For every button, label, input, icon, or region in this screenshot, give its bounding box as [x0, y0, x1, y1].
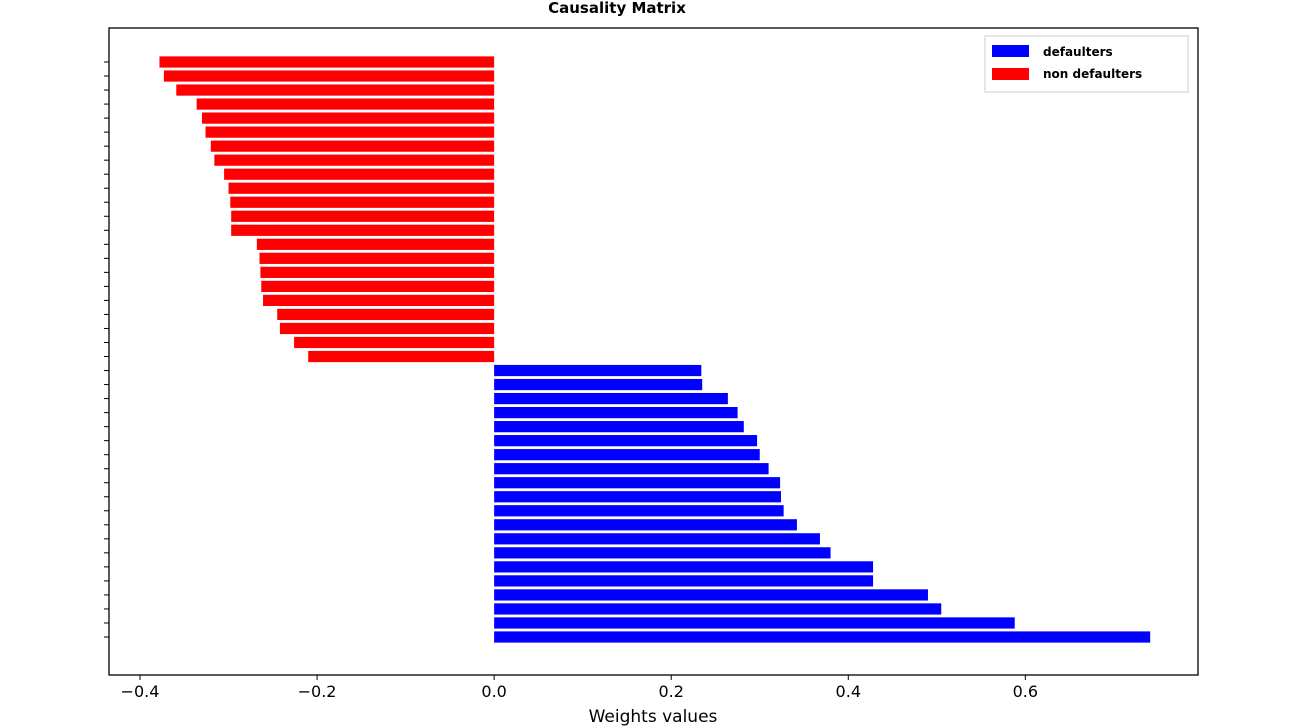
bar-non-defaulters-21 — [163, 70, 495, 82]
bar-defaulters-10 — [494, 505, 784, 517]
bar-defaulters-20 — [494, 364, 702, 377]
y-ticks-group — [104, 61, 109, 638]
bar-non-defaulters-13 — [228, 182, 495, 194]
bar-defaulters-12 — [494, 477, 781, 489]
bar-non-defaulters-3 — [279, 322, 495, 335]
bar-defaulters-17 — [494, 407, 738, 419]
bar-defaulters-6 — [494, 561, 874, 573]
bar-non-defaulters-7 — [260, 266, 495, 278]
legend-label-defaulters: defaulters — [1043, 45, 1113, 59]
legend-label-non-defaulters: non defaulters — [1043, 67, 1142, 81]
bar-non-defaulters-17 — [205, 126, 495, 138]
x-tick-label: 0.0 — [481, 682, 506, 701]
bar-non-defaulters-14 — [224, 168, 495, 180]
bar-non-defaulters-4 — [277, 308, 495, 321]
bar-non-defaulters-12 — [230, 196, 495, 208]
bar-defaulters-19 — [494, 378, 703, 391]
bar-defaulters-7 — [494, 547, 831, 559]
x-tick-label: −0.2 — [298, 682, 337, 701]
bar-non-defaulters-8 — [259, 252, 495, 264]
bar-non-defaulters-6 — [261, 280, 495, 292]
x-tick-label: −0.4 — [121, 682, 160, 701]
bar-defaulters-8 — [494, 533, 820, 545]
bar-non-defaulters-2 — [294, 336, 495, 349]
bar-defaulters-14 — [494, 449, 760, 461]
bar-defaulters-15 — [494, 435, 758, 447]
bar-non-defaulters-11 — [231, 210, 495, 222]
x-tick-label: 0.2 — [658, 682, 683, 701]
bar-defaulters-4 — [494, 589, 928, 601]
bar-non-defaulters-1 — [308, 350, 495, 363]
bar-defaulters-1 — [494, 631, 1151, 643]
chart-title: Causality Matrix — [548, 0, 686, 17]
plot-frame — [108, 27, 1199, 676]
bar-defaulters-9 — [494, 519, 797, 531]
bar-non-defaulters-19 — [196, 98, 495, 110]
bar-non-defaulters-10 — [231, 224, 495, 236]
legend: defaulters non defaulters — [984, 35, 1189, 93]
bars-group — [159, 56, 1151, 643]
bar-non-defaulters-22 — [159, 56, 495, 68]
bar-non-defaulters-20 — [176, 84, 495, 96]
bar-non-defaulters-15 — [214, 154, 495, 166]
x-ticks-group: −0.4 −0.2 0.0 0.2 0.4 0.6 — [121, 675, 1038, 701]
x-tick-label: 0.6 — [1013, 682, 1038, 701]
legend-swatch-defaulters — [992, 45, 1029, 57]
bar-defaulters-5 — [494, 575, 874, 587]
legend-swatch-non-defaulters — [992, 68, 1029, 80]
bar-non-defaulters-5 — [263, 294, 495, 307]
x-tick-label: 0.4 — [836, 682, 861, 701]
x-axis-label: Weights values — [589, 707, 718, 727]
bar-non-defaulters-9 — [256, 238, 495, 250]
bar-defaulters-2 — [494, 617, 1015, 629]
bar-defaulters-18 — [494, 392, 728, 405]
bar-non-defaulters-18 — [201, 112, 495, 124]
bar-non-defaulters-16 — [210, 140, 495, 152]
bar-defaulters-11 — [494, 491, 781, 503]
bar-defaulters-16 — [494, 421, 744, 433]
bar-defaulters-3 — [494, 603, 942, 615]
bar-defaulters-13 — [494, 463, 769, 475]
